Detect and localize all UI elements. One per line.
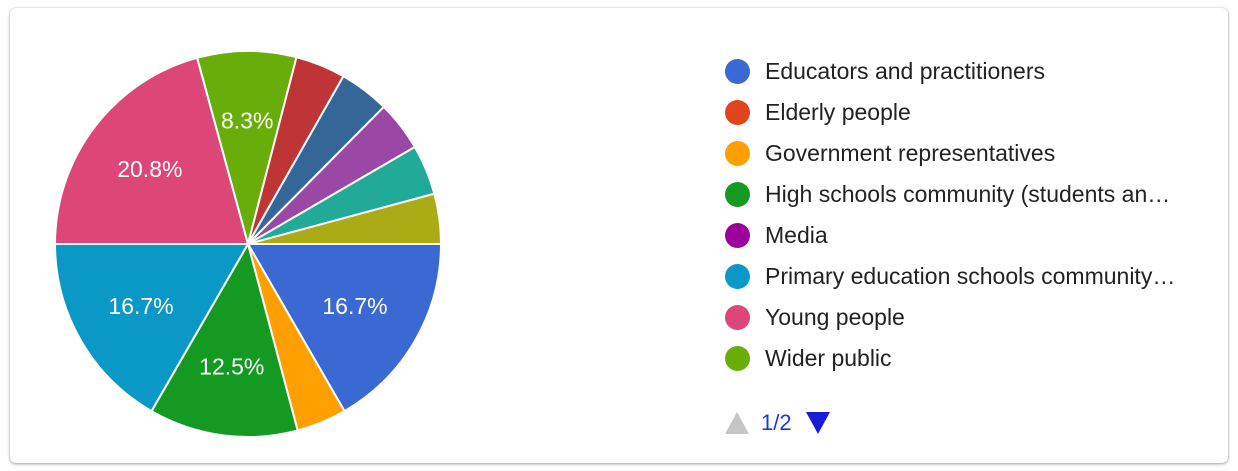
slice-label: 8.3% bbox=[221, 107, 273, 133]
chart-card: 16.7% 12.5% 16.7% 20.8% 8.3% Educators and p… bbox=[10, 8, 1228, 463]
chart-legend: Educators and practitioners Elderly peopl… bbox=[725, 51, 1175, 379]
legend-swatch bbox=[725, 141, 750, 166]
pie-slice[interactable] bbox=[247, 192, 442, 245]
legend-label: High schools community (students an… bbox=[765, 181, 1171, 207]
legend-swatch bbox=[725, 264, 750, 289]
slice-label: 12.5% bbox=[199, 353, 264, 379]
slice-label: 16.7% bbox=[322, 293, 387, 319]
pie-chart: 16.7% 12.5% 16.7% 20.8% 8.3% bbox=[54, 50, 442, 438]
legend-item[interactable]: Government representatives bbox=[725, 133, 1175, 174]
legend-item[interactable]: Media bbox=[725, 215, 1175, 256]
legend-item[interactable]: Educators and practitioners bbox=[725, 51, 1175, 92]
legend-swatch bbox=[725, 346, 750, 371]
legend-swatch bbox=[725, 182, 750, 207]
legend-label: Primary education schools community… bbox=[765, 263, 1176, 289]
legend-item[interactable]: Primary education schools community… bbox=[725, 256, 1175, 297]
pie-slice[interactable] bbox=[54, 243, 249, 413]
legend-swatch bbox=[725, 305, 750, 330]
pie-slice[interactable] bbox=[54, 56, 249, 245]
pager-text: 1/2 bbox=[761, 410, 792, 435]
slice-label: 16.7% bbox=[108, 293, 173, 319]
legend-item[interactable]: Wider public bbox=[725, 338, 1175, 379]
legend-item[interactable]: High schools community (students an… bbox=[725, 174, 1175, 215]
triangle-down-icon[interactable] bbox=[805, 412, 830, 434]
legend-item[interactable]: Elderly people bbox=[725, 92, 1175, 133]
legend-swatch bbox=[725, 100, 750, 125]
legend-label: Government representatives bbox=[765, 140, 1056, 166]
legend-label: Media bbox=[765, 222, 828, 248]
pie-slice[interactable] bbox=[150, 243, 299, 438]
triangle-up-icon[interactable] bbox=[725, 412, 749, 434]
legend-label: Young people bbox=[765, 304, 905, 330]
pie-slice[interactable] bbox=[196, 50, 298, 245]
legend-pager: 1/2 bbox=[725, 410, 830, 436]
legend-item[interactable]: Young people bbox=[725, 297, 1175, 338]
legend-label: Wider public bbox=[765, 345, 892, 371]
legend-swatch bbox=[725, 59, 750, 84]
legend-swatch bbox=[725, 223, 750, 248]
slice-label: 20.8% bbox=[117, 156, 182, 182]
legend-label: Educators and practitioners bbox=[765, 58, 1045, 84]
legend-label: Elderly people bbox=[765, 99, 911, 125]
pie-slice[interactable] bbox=[247, 243, 442, 413]
